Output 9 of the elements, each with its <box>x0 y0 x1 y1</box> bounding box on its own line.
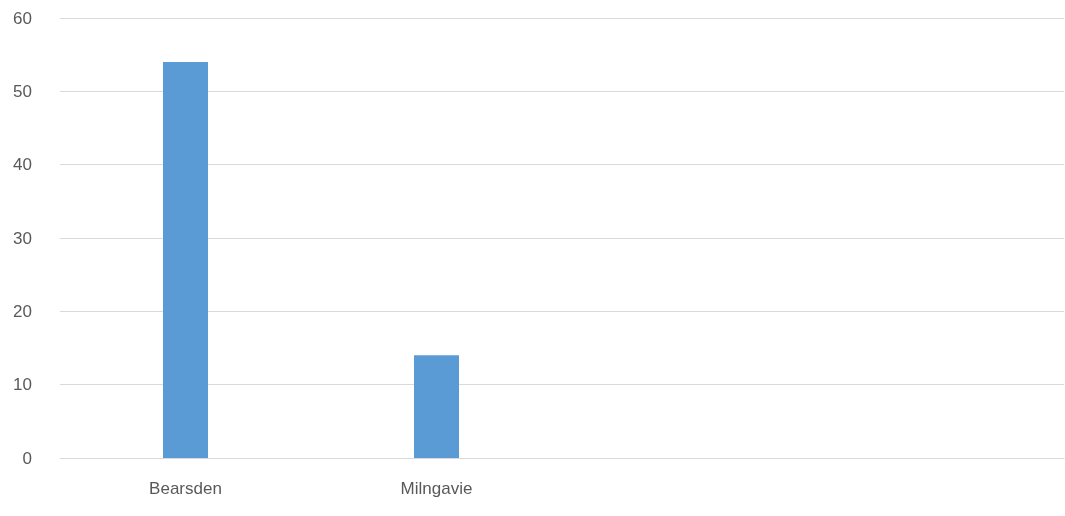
y-tick-label: 20 <box>13 301 32 321</box>
x-tick-label: Milngavie <box>400 479 473 498</box>
y-tick-label: 10 <box>13 375 32 395</box>
y-tick-label: 0 <box>22 448 32 468</box>
y-tick-label: 30 <box>13 228 32 248</box>
y-tick-label: 60 <box>13 8 32 28</box>
y-tick-label: 50 <box>13 81 32 101</box>
y-tick-label: 40 <box>13 155 32 175</box>
x-tick-label: Bearsden <box>149 479 222 498</box>
